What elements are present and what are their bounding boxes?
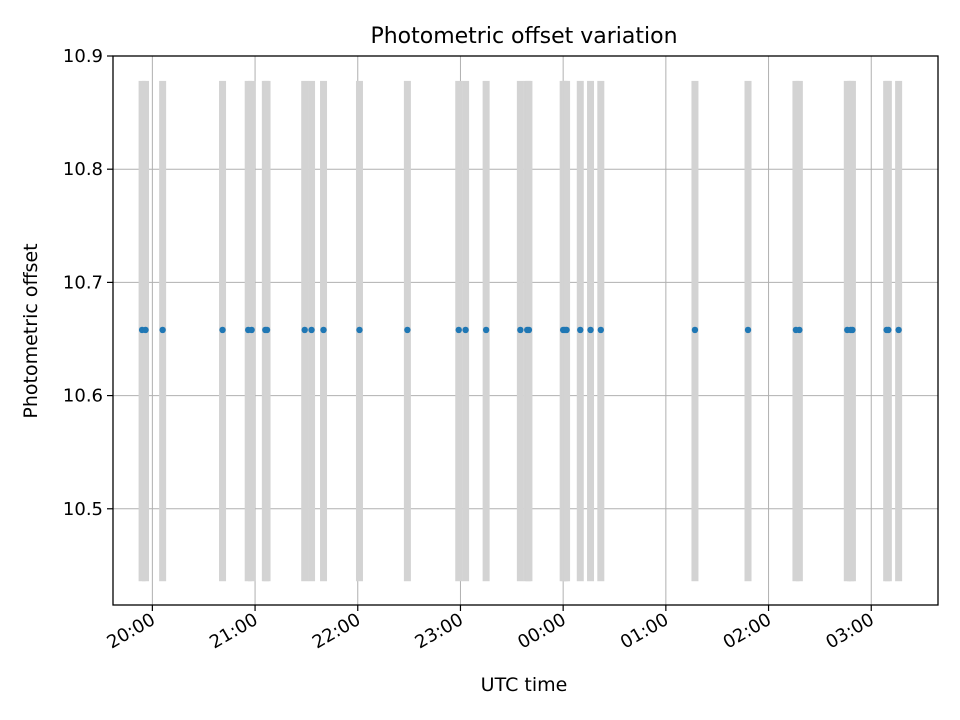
data-point: [563, 326, 570, 334]
data-point: [263, 326, 271, 334]
y-axis-title: Photometric offset: [20, 243, 42, 418]
data-point: [895, 326, 902, 334]
x-tick-label: 20:00: [103, 609, 158, 653]
data-point: [455, 326, 462, 334]
data-point: [691, 326, 699, 334]
y-tick-label: 10.5: [63, 499, 103, 520]
x-tick-label: 23:00: [412, 609, 467, 653]
chart-title: Photometric offset variation: [370, 24, 677, 49]
x-tick-label: 21:00: [206, 609, 261, 653]
y-tick-label: 10.7: [63, 272, 103, 293]
x-axis: 20:00 21:00 22:00 23:00 00:00 01:00 02:00 03:00: [103, 605, 878, 653]
x-tick-label: 03:00: [822, 609, 877, 653]
x-tick-label: 01:00: [617, 609, 672, 653]
data-point: [849, 326, 856, 334]
data-point: [517, 326, 524, 334]
y-axis: 10.5 10.6 10.7 10.8 10.9: [63, 46, 113, 520]
data-point: [301, 326, 308, 334]
data-point: [159, 326, 166, 334]
data-point: [248, 326, 255, 334]
data-point: [404, 326, 411, 334]
y-tick-label: 10.8: [63, 159, 103, 180]
data-point: [219, 326, 226, 334]
data-points: [138, 326, 902, 334]
data-point: [462, 326, 469, 334]
data-point: [308, 326, 315, 334]
data-point: [577, 326, 584, 334]
data-point: [320, 326, 327, 334]
data-point: [885, 326, 892, 334]
data-point: [796, 326, 803, 334]
data-point: [744, 326, 752, 334]
data-point: [587, 326, 594, 334]
x-tick-label: 02:00: [720, 609, 775, 653]
y-tick-label: 10.6: [63, 386, 103, 407]
data-point: [597, 326, 605, 334]
data-point: [356, 326, 363, 334]
plot-frame: [112, 55, 939, 606]
y-tick-label: 10.9: [63, 46, 103, 67]
x-tick-label: 22:00: [309, 609, 364, 653]
data-point: [142, 326, 149, 334]
x-tick-label: 00:00: [514, 609, 569, 653]
data-point: [482, 326, 490, 334]
data-point: [525, 326, 533, 334]
x-axis-title: UTC time: [481, 674, 568, 696]
